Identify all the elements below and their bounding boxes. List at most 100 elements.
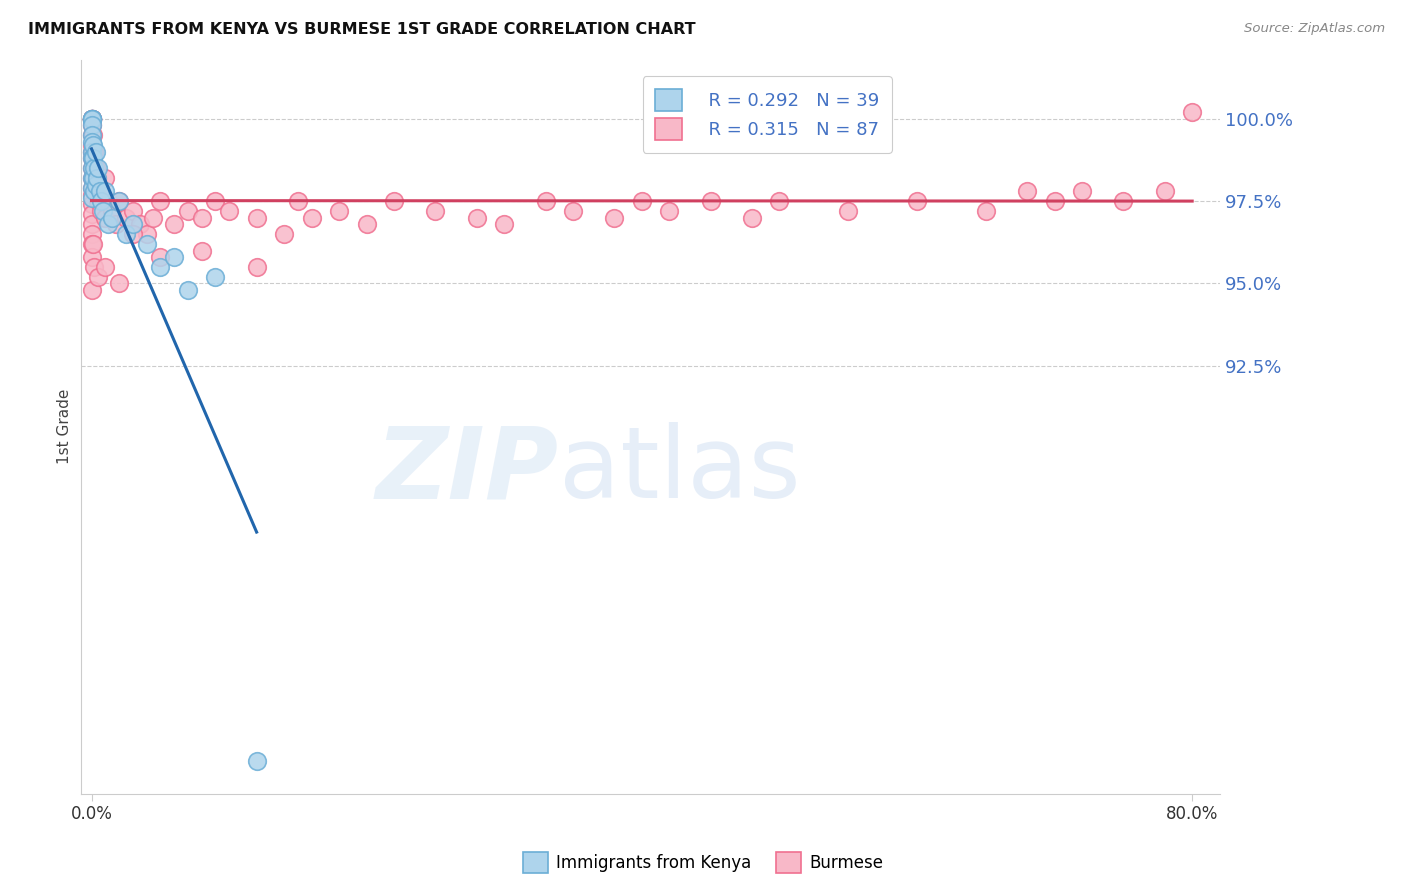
Point (658, 204, 681, 219)
Point (80, 112, 103, 126)
Point (905, 194, 928, 209)
Point (91, 204, 114, 219)
Point (83, 260, 105, 274)
Point (84, 161, 107, 176)
Point (603, 211, 626, 225)
Point (94, 260, 117, 274)
Point (82, 236, 104, 251)
Point (80, 197, 103, 211)
Point (465, 211, 488, 225)
Point (89, 184, 111, 198)
Point (84, 145, 107, 159)
Point (80, 207, 103, 221)
Point (80, 283, 103, 297)
Point (80, 112, 103, 126)
Point (177, 283, 200, 297)
Point (84, 184, 107, 198)
Point (80, 227, 103, 241)
Point (80, 119, 103, 133)
Point (80, 119, 103, 133)
Point (121, 204, 143, 219)
Point (80, 217, 103, 231)
Point (80, 152, 103, 166)
Point (562, 204, 585, 219)
Text: Source: ZipAtlas.com: Source: ZipAtlas.com (1244, 22, 1385, 36)
Point (82, 152, 104, 166)
Point (94, 184, 117, 198)
Point (86, 171, 108, 186)
Point (741, 211, 763, 225)
Point (149, 194, 172, 209)
Point (1017, 184, 1039, 198)
Point (80, 112, 103, 126)
Point (768, 194, 790, 209)
Point (177, 204, 200, 219)
Point (382, 194, 405, 209)
Point (82, 152, 104, 166)
Point (246, 260, 269, 274)
Point (149, 260, 172, 274)
Point (494, 217, 516, 231)
Point (80, 112, 103, 126)
Text: ZIP: ZIP (375, 422, 560, 519)
Point (80, 250, 103, 264)
Point (80, 171, 103, 186)
Point (287, 194, 309, 209)
Point (83, 161, 105, 176)
Point (97, 194, 120, 209)
Point (108, 277, 131, 291)
Point (356, 217, 378, 231)
Point (80, 135, 103, 149)
Point (80, 112, 103, 126)
Point (86, 171, 108, 186)
Point (699, 194, 721, 209)
Point (94, 211, 117, 225)
Point (82, 171, 104, 186)
Point (631, 194, 654, 209)
Point (80, 161, 103, 176)
Point (121, 217, 143, 231)
Point (115, 227, 138, 241)
Point (97, 217, 120, 231)
Point (80, 112, 103, 126)
Point (163, 250, 186, 264)
Text: atlas: atlas (560, 422, 800, 519)
Text: IMMIGRANTS FROM KENYA VS BURMESE 1ST GRADE CORRELATION CHART: IMMIGRANTS FROM KENYA VS BURMESE 1ST GRA… (28, 22, 696, 37)
Point (273, 227, 295, 241)
Point (82, 138, 104, 153)
Point (149, 250, 172, 264)
Point (87, 178, 110, 192)
Point (82, 128, 104, 143)
Legend: Immigrants from Kenya, Burmese: Immigrants from Kenya, Burmese (516, 846, 890, 880)
Point (80, 181, 103, 195)
Point (301, 211, 323, 225)
Point (87, 194, 110, 209)
Point (1043, 194, 1066, 209)
Point (84, 178, 107, 192)
Point (80, 191, 103, 205)
Point (534, 194, 557, 209)
Point (101, 204, 124, 219)
Point (128, 217, 150, 231)
Point (246, 754, 269, 768)
Point (246, 211, 269, 225)
Y-axis label: 1st Grade: 1st Grade (58, 389, 72, 465)
Point (115, 211, 138, 225)
Point (90, 194, 112, 209)
Point (80, 236, 103, 251)
Point (80, 112, 103, 126)
Point (974, 204, 997, 219)
Point (80, 112, 103, 126)
Point (163, 217, 186, 231)
Point (80, 152, 103, 166)
Point (83, 171, 105, 186)
Point (80, 112, 103, 126)
Point (1153, 184, 1175, 198)
Point (80, 145, 103, 159)
Point (80, 112, 103, 126)
Point (80, 112, 103, 126)
Point (121, 227, 143, 241)
Point (87, 269, 110, 284)
Point (80, 161, 103, 176)
Point (80, 171, 103, 186)
